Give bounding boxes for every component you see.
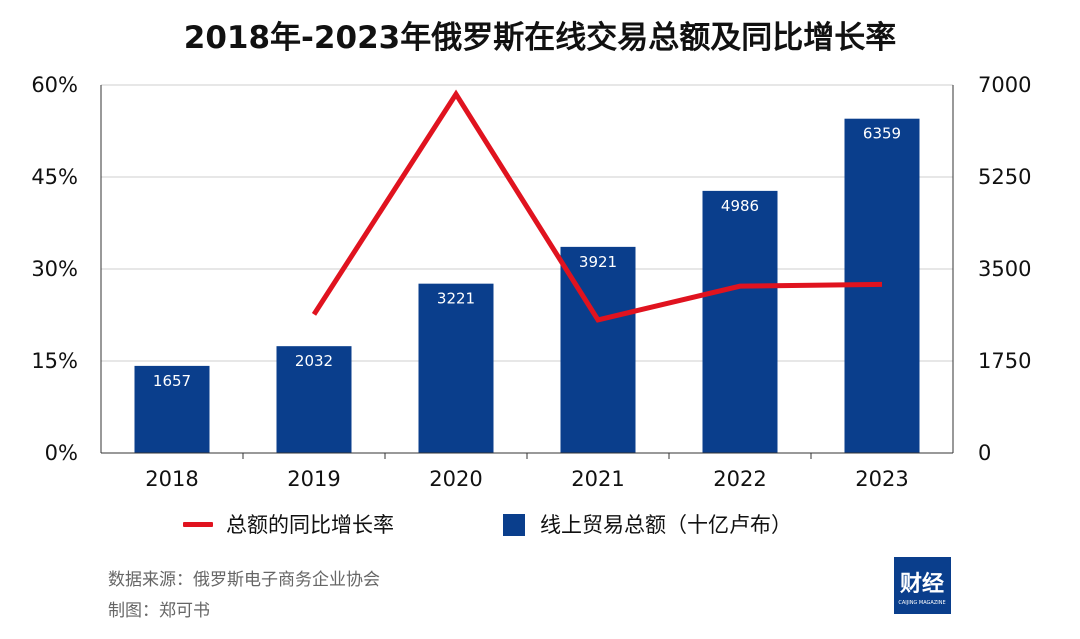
x-tick-label: 2020 bbox=[429, 467, 482, 491]
x-tick-label: 2021 bbox=[571, 467, 624, 491]
y-left-tick-label: 45% bbox=[31, 165, 78, 189]
source-note: 数据来源：俄罗斯电子商务企业协会 bbox=[108, 570, 380, 590]
legend-bar-swatch bbox=[503, 514, 525, 536]
x-tick-label: 2023 bbox=[855, 467, 908, 491]
caijing-logo: 财经 CAIJING MAGAZINE bbox=[894, 557, 951, 614]
x-tick-label: 2022 bbox=[713, 467, 766, 491]
bar bbox=[276, 346, 352, 453]
y-right-tick-label: 5250 bbox=[978, 165, 1031, 189]
bar-value-label: 2032 bbox=[295, 352, 333, 370]
legend-line-swatch bbox=[183, 522, 213, 527]
y-right-tick-label: 0 bbox=[978, 441, 991, 465]
bar bbox=[702, 190, 778, 454]
y-left-tick-label: 0% bbox=[45, 441, 78, 465]
y-left-tick-label: 15% bbox=[31, 349, 78, 373]
legend-line-label: 总额的同比增长率 bbox=[226, 513, 394, 537]
logo-box bbox=[894, 557, 951, 614]
y-left-tick-label: 60% bbox=[31, 73, 78, 97]
grid bbox=[101, 84, 953, 362]
y-right-tick-label: 1750 bbox=[978, 349, 1031, 373]
bar-value-label: 4986 bbox=[721, 197, 759, 215]
bar-value-label: 1657 bbox=[153, 372, 191, 390]
bar-value-label: 3221 bbox=[437, 290, 475, 308]
y-right-tick-label: 7000 bbox=[978, 73, 1031, 97]
bar-value-label: 6359 bbox=[863, 125, 901, 143]
logo-subtext: CAIJING MAGAZINE bbox=[898, 600, 945, 606]
bar bbox=[134, 365, 210, 453]
legend: 总额的同比增长率 线上贸易总额（十亿卢布） bbox=[183, 513, 792, 537]
legend-bar-label: 线上贸易总额（十亿卢布） bbox=[540, 513, 792, 537]
bar-value-label: 3921 bbox=[579, 253, 617, 271]
line-series bbox=[311, 89, 883, 323]
x-tick-label: 2019 bbox=[287, 467, 340, 491]
chart-title: 2018年-2023年俄罗斯在线交易总额及同比增长率 bbox=[184, 20, 896, 56]
x-tick-label: 2018 bbox=[145, 467, 198, 491]
bar bbox=[418, 283, 494, 453]
y-left-tick-label: 30% bbox=[31, 257, 78, 281]
logo-text: 财经 bbox=[900, 571, 944, 597]
y-right-tick-label: 3500 bbox=[978, 257, 1031, 281]
axes: 0% 0 15% 1750 30% 3500 45% 5250 60% 7000 2018 2019 2… bbox=[31, 73, 1031, 491]
author-note: 制图：郑可书 bbox=[108, 601, 210, 621]
